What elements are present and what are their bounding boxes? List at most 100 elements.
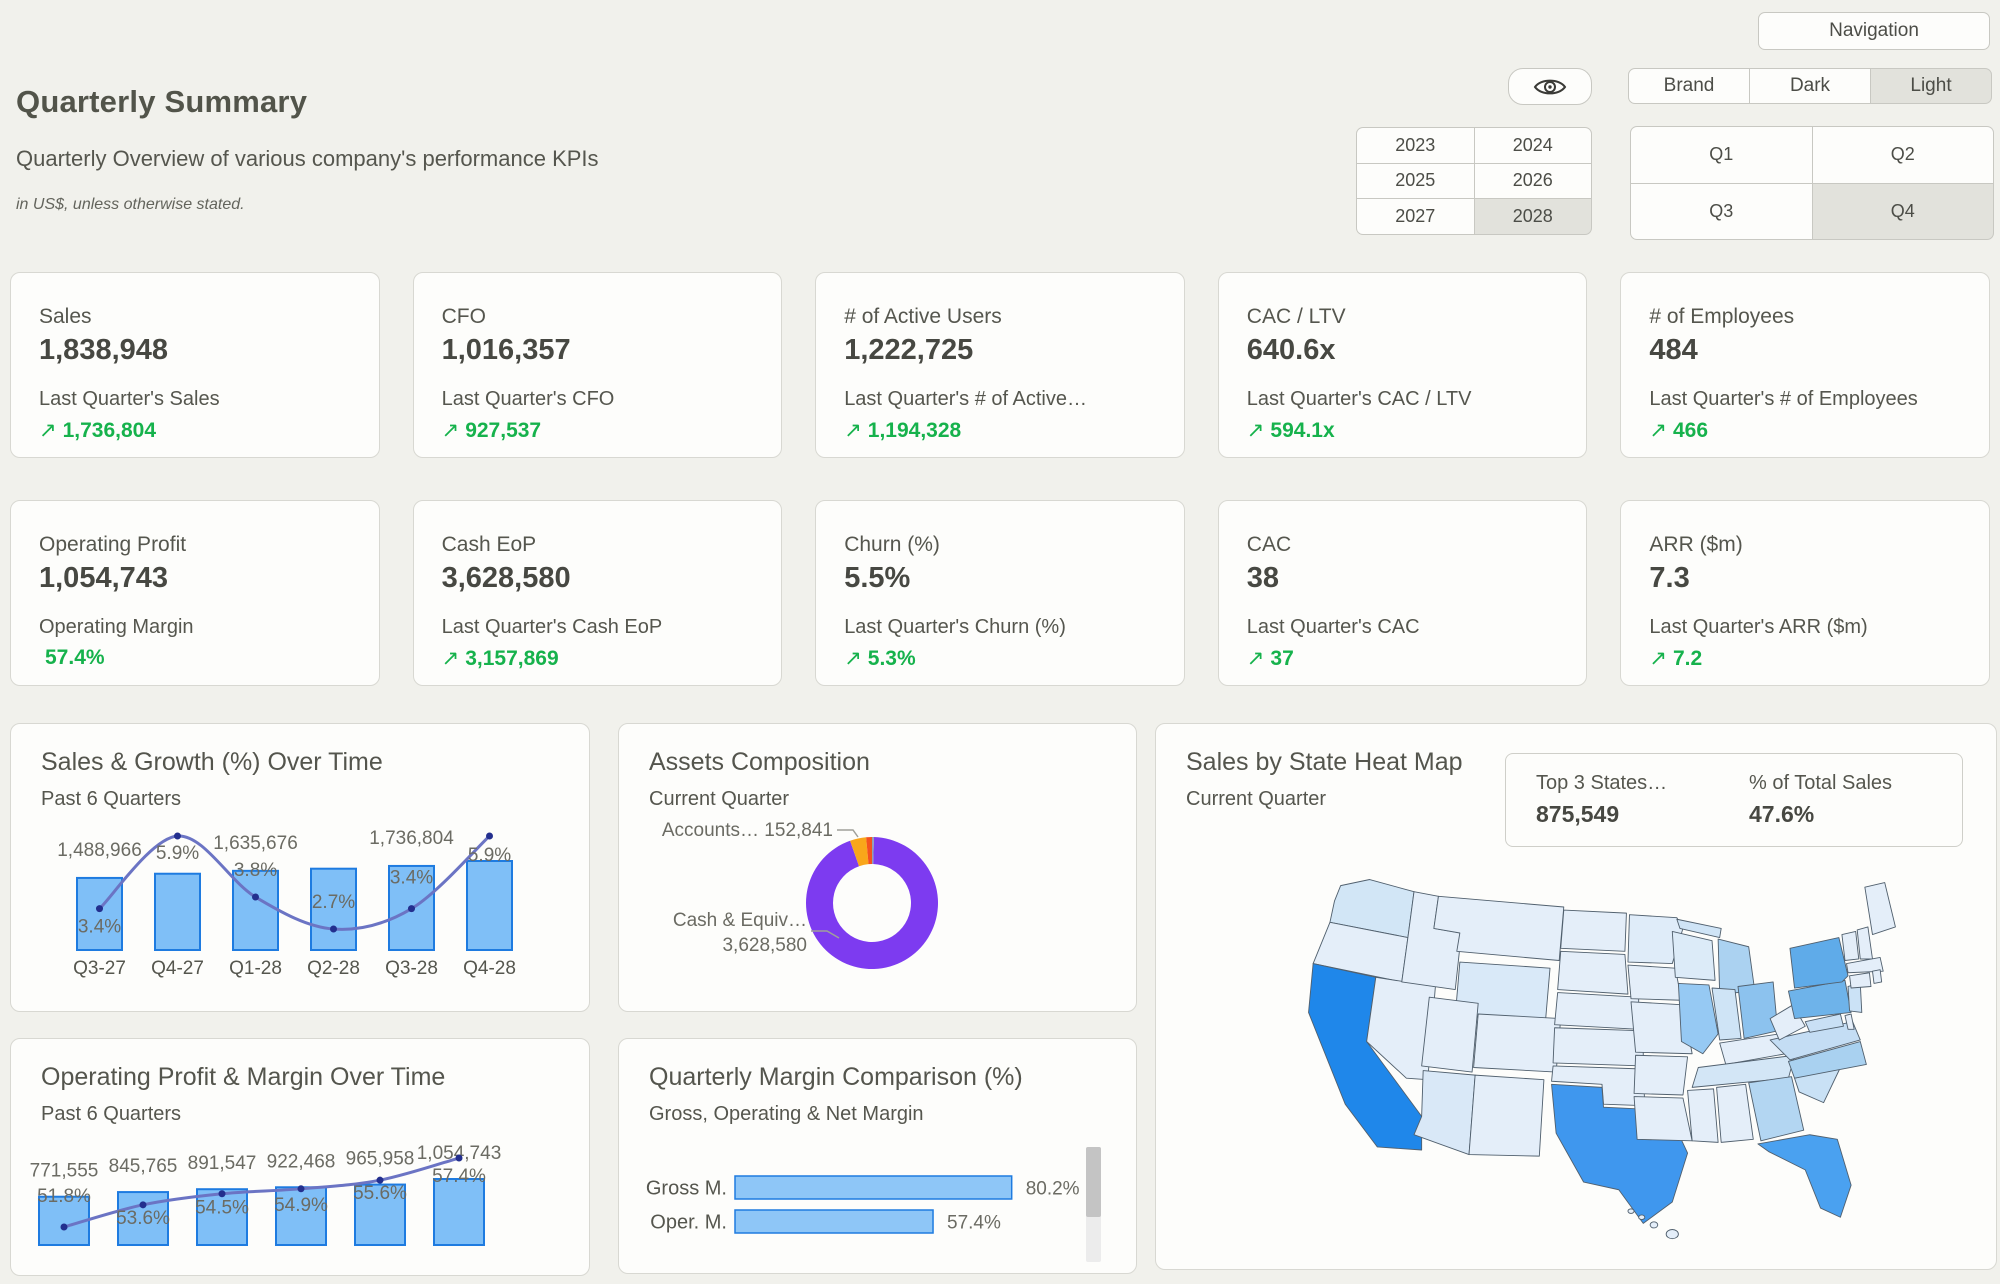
info-label: Top 3 States…	[1536, 772, 1668, 794]
kpi-value: 640.6x	[1246, 334, 1336, 366]
kpi-change-value: 1,194,328	[867, 419, 962, 442]
state-IN[interactable]	[1711, 987, 1742, 1041]
quarter-q3[interactable]: Q3	[1631, 183, 1812, 239]
pct-label: 51.8%	[37, 1186, 91, 1207]
kpi-change: ↗ 1,194,328	[844, 418, 1158, 443]
info-value: 875,549	[1536, 801, 1620, 827]
kpi-value: 3,628,580	[441, 562, 571, 594]
operating-profit-chart: 771,555 845,765 891,547 922,468 965,958 1,054…	[30, 1143, 501, 1247]
bar-5[interactable]	[466, 860, 513, 951]
bar-value-label: 771,555	[30, 1161, 99, 1182]
state-IA[interactable]	[1627, 964, 1682, 1001]
state-HI-0[interactable]	[1627, 1208, 1635, 1214]
state-AZ[interactable]	[1413, 1070, 1476, 1156]
line-marker-4[interactable]	[376, 1176, 384, 1184]
chart-title: Assets Composition	[649, 748, 870, 776]
state-AR[interactable]	[1633, 1054, 1689, 1096]
line-marker-5[interactable]	[486, 832, 493, 840]
state-DE[interactable]	[1844, 1013, 1855, 1030]
donut-slice-cash[interactable]	[806, 837, 938, 969]
donut-slice-accounts[interactable]	[850, 837, 869, 867]
line-marker-2[interactable]	[218, 1190, 226, 1198]
year-2026[interactable]: 2026	[1474, 163, 1591, 199]
state-NM[interactable]	[1468, 1074, 1545, 1157]
scrollbar-thumb[interactable]	[1086, 1147, 1101, 1217]
navigation-button[interactable]: Navigation	[1758, 12, 1990, 50]
state-ME[interactable]	[1864, 882, 1896, 935]
state-HI-2[interactable]	[1649, 1221, 1659, 1229]
bar-3[interactable]	[310, 867, 357, 951]
state-NE[interactable]	[1554, 992, 1640, 1030]
year-2027[interactable]: 2027	[1357, 199, 1474, 234]
state-MD[interactable]	[1804, 1013, 1844, 1033]
line-marker-2[interactable]	[252, 893, 259, 901]
state-LA[interactable]	[1633, 1096, 1693, 1142]
state-ND[interactable]	[1560, 909, 1627, 952]
theme-option-brand[interactable]: Brand	[1628, 68, 1750, 104]
year-2024[interactable]: 2024	[1474, 128, 1591, 163]
line-marker-0[interactable]	[60, 1223, 68, 1231]
visibility-button[interactable]	[1508, 68, 1592, 105]
state-NH[interactable]	[1856, 926, 1873, 960]
line-marker-5[interactable]	[455, 1154, 463, 1162]
state-SD[interactable]	[1557, 950, 1629, 995]
line-marker-0[interactable]	[96, 905, 103, 913]
donut-slice-other-1[interactable]	[866, 837, 873, 865]
state-NY[interactable]	[1789, 937, 1849, 989]
line-marker-1[interactable]	[139, 1201, 147, 1209]
state-HI-3[interactable]	[1665, 1229, 1679, 1240]
bar-4[interactable]	[354, 1183, 406, 1247]
state-HI-1[interactable]	[1638, 1214, 1646, 1221]
year-2028[interactable]: 2028	[1474, 199, 1591, 234]
kpi-title: # of Active Users	[844, 305, 1002, 328]
state-CT[interactable]	[1849, 972, 1872, 989]
state-MO[interactable]	[1630, 1001, 1693, 1055]
line-marker-4[interactable]	[408, 905, 415, 913]
kpi-change-value: 5.3%	[867, 647, 916, 670]
hbar-oper-m[interactable]	[734, 1209, 934, 1234]
theme-option-light[interactable]: Light	[1871, 68, 1992, 104]
state-MS[interactable]	[1687, 1088, 1719, 1143]
state-OH[interactable]	[1737, 981, 1779, 1039]
state-WI[interactable]	[1671, 931, 1716, 981]
bar-3[interactable]	[275, 1186, 327, 1246]
quarter-q2[interactable]: Q2	[1812, 127, 1993, 183]
state-UT[interactable]	[1421, 996, 1479, 1073]
state-IL[interactable]	[1677, 982, 1719, 1055]
bar-value-label: 891,547	[188, 1153, 257, 1174]
chart-subtitle: Past 6 Quarters	[41, 1103, 182, 1125]
eye-icon	[1533, 79, 1567, 94]
state-NC[interactable]	[1787, 1041, 1867, 1079]
kpi-card-sales: Sales 1,838,948 Last Quarter's Sales ↗ 1,…	[10, 272, 380, 458]
state-KS[interactable]	[1552, 1027, 1644, 1067]
year-2025[interactable]: 2025	[1357, 163, 1474, 199]
bar-5[interactable]	[433, 1178, 485, 1246]
state-MA[interactable]	[1846, 956, 1884, 974]
year-selector: 2023 2024 2025 2026 2027 2028	[1356, 127, 1592, 235]
kpi-value: 5.5%	[844, 562, 911, 594]
state-GA[interactable]	[1748, 1076, 1805, 1142]
state-CO[interactable]	[1473, 1013, 1562, 1073]
bar-1[interactable]	[154, 872, 201, 951]
theme-option-dark[interactable]: Dark	[1750, 68, 1871, 104]
line-marker-3[interactable]	[330, 925, 337, 933]
state-MIUP[interactable]	[1676, 918, 1722, 939]
state-VT[interactable]	[1841, 931, 1860, 961]
quarter-q1[interactable]: Q1	[1631, 127, 1812, 183]
state-RI[interactable]	[1872, 969, 1883, 984]
year-2023[interactable]: 2023	[1357, 128, 1474, 163]
quarter-q4[interactable]: Q4	[1812, 183, 1993, 239]
state-AL[interactable]	[1716, 1083, 1754, 1143]
hbar-gross-m[interactable]	[734, 1175, 1013, 1200]
kpi-subtitle: Last Quarter's CAC / LTV	[1246, 388, 1472, 410]
line-marker-1[interactable]	[174, 832, 181, 840]
donut-slice-other-2[interactable]	[872, 837, 874, 865]
state-FL[interactable]	[1757, 1134, 1852, 1218]
line-marker-3[interactable]	[297, 1185, 305, 1193]
kpi-change-value: 594.1x	[1270, 419, 1335, 442]
kpi-change: ↗ 37	[1247, 646, 1561, 671]
state-MT[interactable]	[1433, 895, 1565, 961]
bar-2[interactable]	[196, 1188, 248, 1246]
theme-switcher: Brand Dark Light	[1628, 68, 1992, 104]
